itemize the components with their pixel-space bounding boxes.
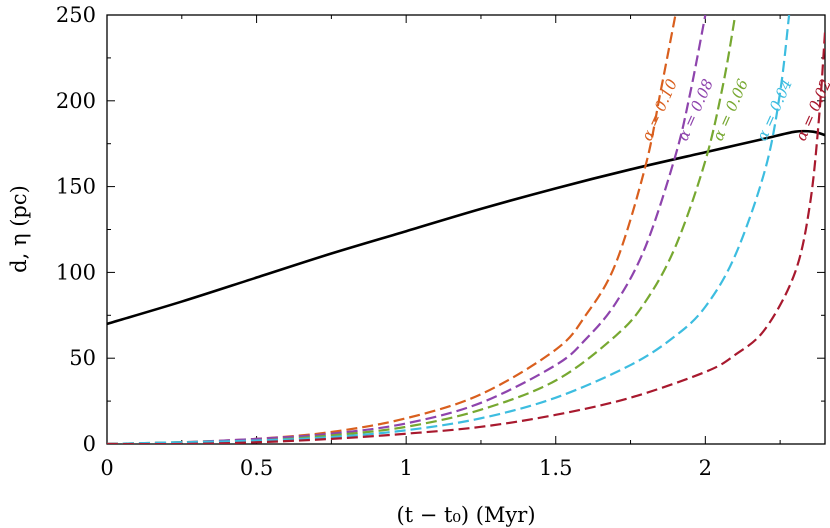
series-line-alpha-3 (107, 15, 737, 444)
series-line-alpha-5 (107, 32, 825, 444)
y-tick-label: 100 (56, 260, 96, 284)
series-line-alpha-2 (107, 15, 707, 444)
x-tick-label: 1 (399, 456, 412, 480)
series-label-group: α = 0.10α = 0.08α = 0.06 α = 0.04α = 0.02 (638, 76, 830, 144)
y-axis-title: d, η (pc) (7, 185, 31, 273)
y-tick-label: 200 (56, 89, 96, 113)
axis-ticks: 0 0.5 1 1.5 2 0 50 100 150 200 250 (56, 3, 825, 480)
x-tick-label: 2 (699, 456, 712, 480)
x-tick-label: 1.5 (539, 456, 572, 480)
y-tick-label: 50 (69, 346, 96, 370)
y-tick-label: 150 (56, 175, 96, 199)
x-tick-label: 0 (100, 456, 113, 480)
x-tick-label: 0.5 (240, 456, 273, 480)
series-group (107, 15, 825, 444)
series-line-alpha-1 (107, 15, 677, 444)
x-axis-title: (t − t₀) (Myr) (396, 503, 535, 527)
plot-frame (106, 14, 826, 445)
y-tick-label: 250 (56, 3, 96, 27)
series-line-distance (107, 129, 825, 326)
series-line-alpha-4 (107, 15, 791, 444)
y-tick-label: 0 (83, 432, 96, 456)
